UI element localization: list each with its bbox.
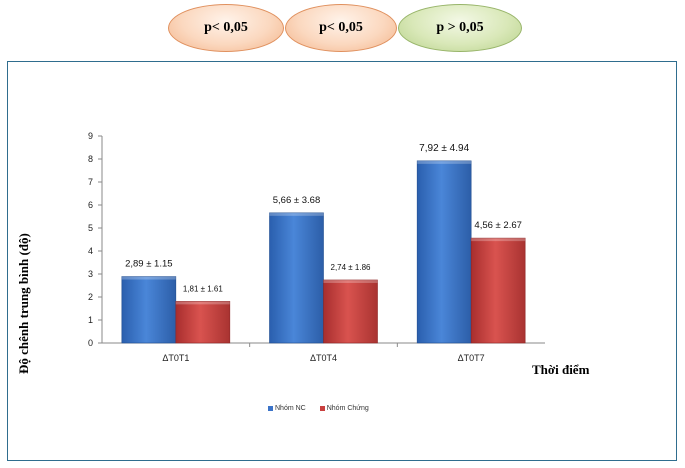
p-value-badge-3-label: p > 0,05 [436, 20, 484, 35]
bar-highlight [121, 276, 176, 280]
p-value-badge-3: p > 0,05 [398, 4, 522, 52]
y-tick-label: 7 [88, 177, 93, 187]
p-value-badge-2: p< 0,05 [285, 4, 397, 52]
legend-swatch-nc [268, 406, 273, 411]
bar-highlight [269, 212, 324, 216]
legend-label-nc: Nhóm NC [275, 405, 306, 412]
bar-nc [121, 276, 177, 344]
data-label: 7,92 ± 4.94 [419, 143, 469, 154]
y-tick-label: 5 [88, 223, 93, 233]
y-tick-label: 9 [88, 131, 93, 141]
x-tick-label: ΔT0T4 [310, 353, 337, 363]
x-axis-title: Thời điểm [532, 362, 590, 377]
bar-nc [269, 212, 324, 344]
y-tick-label: 1 [88, 315, 93, 325]
legend-item-chung: Nhóm Chứng [319, 405, 369, 412]
data-label: 2,74 ± 1.86 [331, 263, 372, 272]
y-tick-label: 4 [88, 246, 93, 256]
p-value-badge-1-label: p< 0,05 [204, 20, 248, 35]
y-tick-label: 8 [88, 154, 93, 164]
data-label: 5,66 ± 3.68 [273, 195, 320, 206]
data-label: 1,81 ± 1.61 [183, 284, 224, 293]
legend-swatch-chung [319, 406, 325, 411]
p-value-badge-2-label: p< 0,05 [319, 20, 363, 35]
bar-highlight [175, 301, 230, 305]
chart-frame [7, 61, 677, 461]
x-tick-label: ΔT0T1 [162, 353, 189, 363]
bar-highlight [323, 279, 378, 283]
bar-highlight [417, 160, 472, 164]
bar-nc [416, 160, 472, 344]
bar-chung [470, 237, 526, 344]
y-axis-title: Độ chênh trung bình (độ) [16, 233, 31, 374]
y-tick-label: 6 [88, 200, 93, 210]
y-tick-label: 0 [88, 338, 93, 348]
bar-highlight [471, 238, 526, 242]
bar-chung [175, 301, 231, 344]
legend-item-nc: Nhóm NC [268, 405, 306, 412]
bar-chung [323, 279, 378, 344]
p-value-badge-1: p< 0,05 [168, 4, 284, 52]
y-tick-label: 3 [88, 269, 93, 279]
y-tick-label: 2 [88, 292, 93, 302]
x-tick-label: ΔT0T7 [458, 353, 485, 363]
legend-label-chung: Nhóm Chứng [326, 405, 369, 412]
data-label: 2,89 ± 1.15 [125, 259, 172, 270]
data-label: 4,56 ± 2.67 [474, 220, 521, 231]
legend: Nhóm NC Nhóm Chứng [268, 405, 369, 412]
